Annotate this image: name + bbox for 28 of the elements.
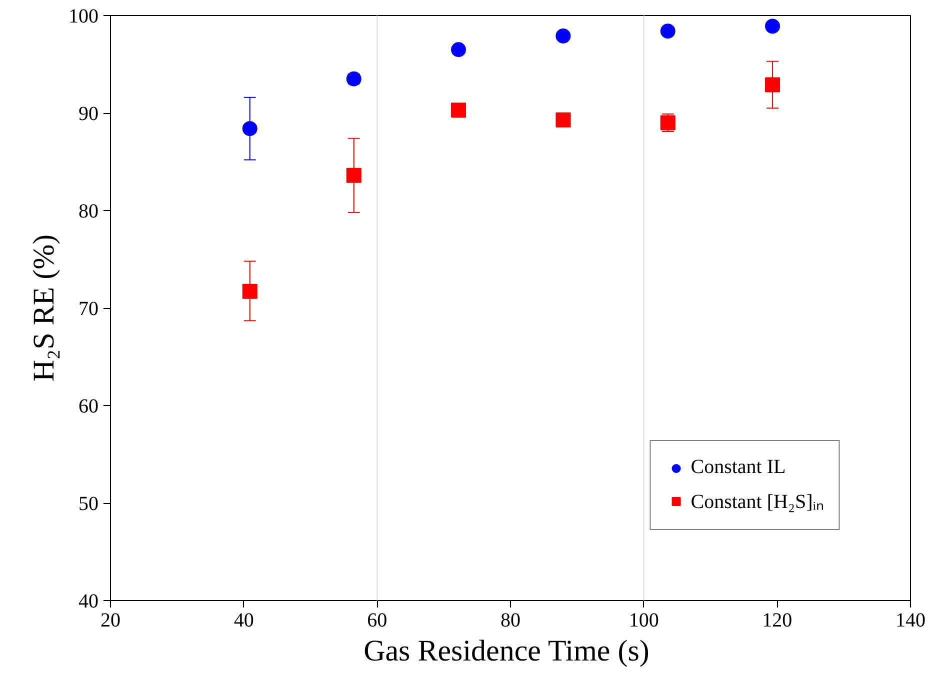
x-tick-label: 100	[628, 610, 659, 632]
y-axis-title: H₂S RE (%)	[28, 234, 60, 382]
point	[765, 18, 780, 34]
point	[765, 77, 780, 92]
point	[242, 121, 258, 136]
x-tick-label: 60	[367, 610, 388, 632]
x-axis-title: Gas Residence Time (s)	[364, 634, 650, 668]
x-tick-label: 120	[762, 610, 792, 632]
point	[346, 168, 362, 183]
point	[451, 42, 466, 58]
point	[556, 28, 571, 44]
y-tick-label: 50	[78, 493, 98, 515]
x-tick-label: 20	[100, 610, 120, 632]
y-tick-label: 80	[78, 200, 98, 222]
y-tick-label: 70	[78, 298, 98, 320]
point	[660, 24, 676, 39]
y-tick-label: 90	[78, 103, 98, 125]
legend-label: Constant [H₂S]ᵢₙ	[690, 490, 824, 514]
x-tick-label: 40	[234, 610, 254, 632]
point	[451, 102, 466, 118]
point	[242, 284, 258, 299]
y-tick-label: 100	[68, 6, 98, 28]
x-tick-label: 140	[896, 610, 926, 632]
x-tick-label: 80	[500, 610, 520, 632]
y-tick-label: 60	[78, 396, 98, 418]
y-tick-label: 40	[78, 590, 98, 612]
point	[556, 112, 571, 128]
legend-label: Constant IL	[690, 456, 786, 479]
